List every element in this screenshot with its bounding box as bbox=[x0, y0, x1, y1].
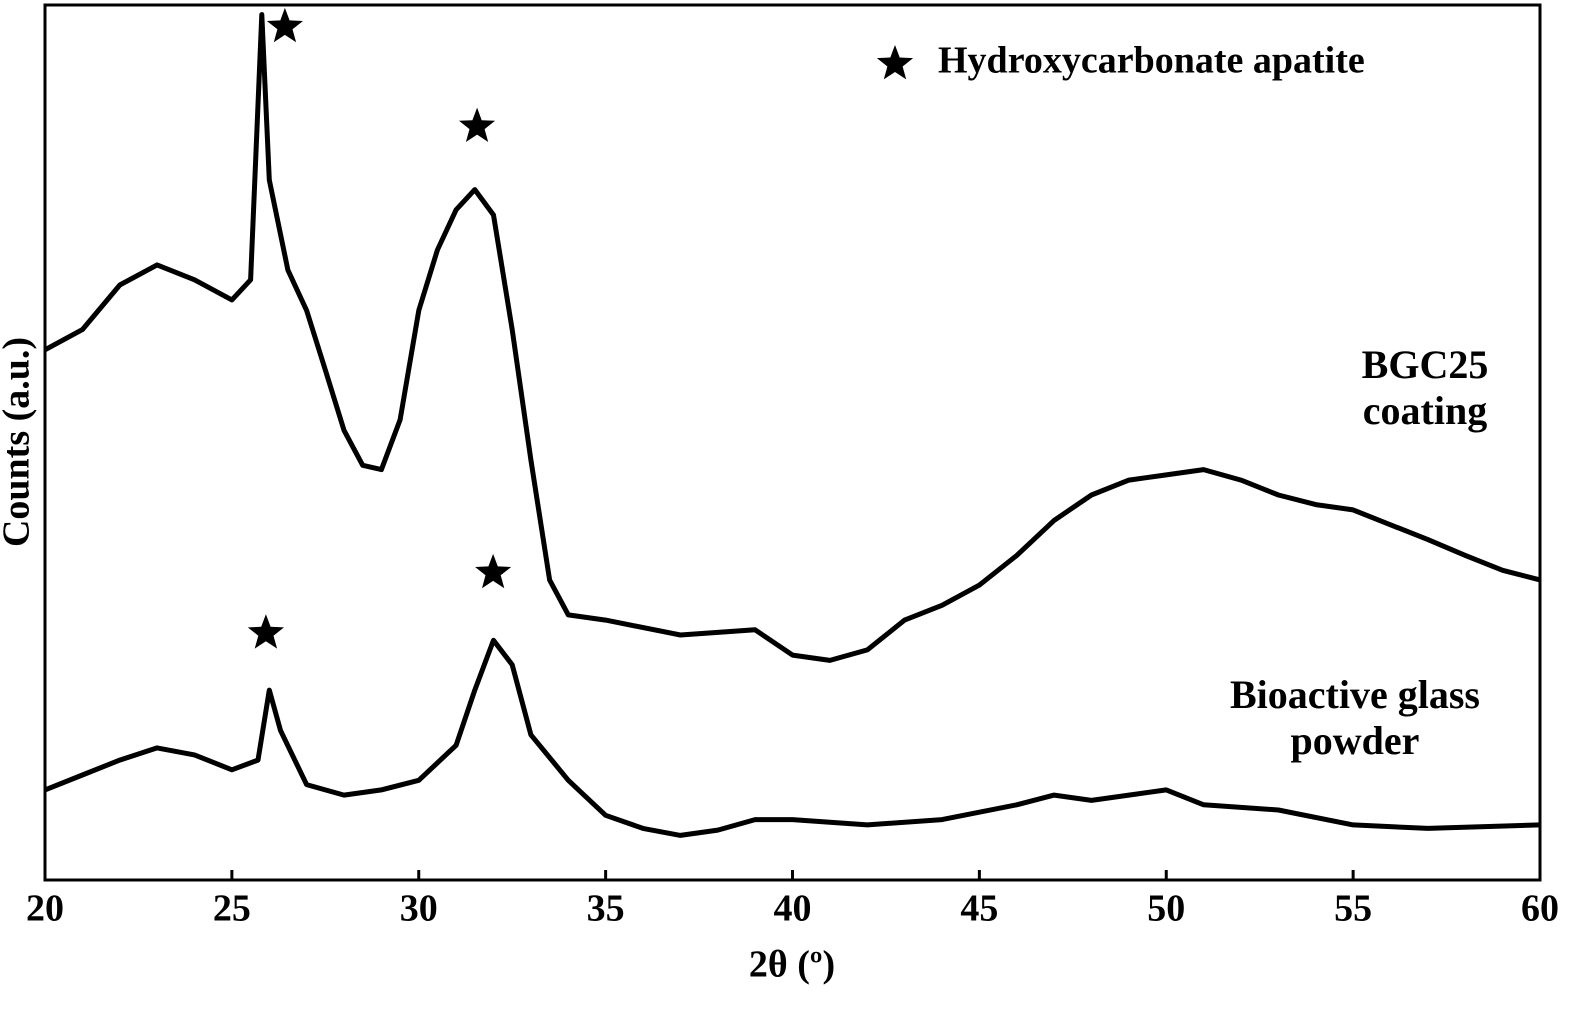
peak-marker bbox=[475, 553, 512, 589]
x-axis-label: 2θ (º) bbox=[749, 944, 835, 986]
series-line bbox=[44, 637, 1541, 838]
series-label: BGC25 coating bbox=[1361, 342, 1489, 433]
x-tick-label: 25 bbox=[213, 888, 251, 930]
peak-marker bbox=[247, 614, 284, 649]
x-tick-label: 35 bbox=[587, 888, 625, 930]
legend-label: Hydroxycarbonate apatite bbox=[938, 40, 1365, 82]
x-tick-label: 55 bbox=[1334, 888, 1372, 930]
x-tick-label: 45 bbox=[960, 888, 998, 930]
peak-marker bbox=[266, 7, 303, 43]
y-axis-label: Counts (a.u.) bbox=[0, 337, 38, 547]
x-tick-label: 50 bbox=[1147, 888, 1185, 930]
legend-symbol bbox=[876, 45, 914, 80]
x-tick-label: 60 bbox=[1521, 888, 1559, 930]
x-tick-label: 40 bbox=[774, 888, 812, 930]
series-label: Bioactive glass powder bbox=[1230, 672, 1480, 763]
series-line bbox=[43, 12, 1541, 663]
x-tick-label: 30 bbox=[400, 888, 438, 930]
x-tick-label: 20 bbox=[26, 888, 64, 930]
peak-marker bbox=[459, 107, 496, 142]
